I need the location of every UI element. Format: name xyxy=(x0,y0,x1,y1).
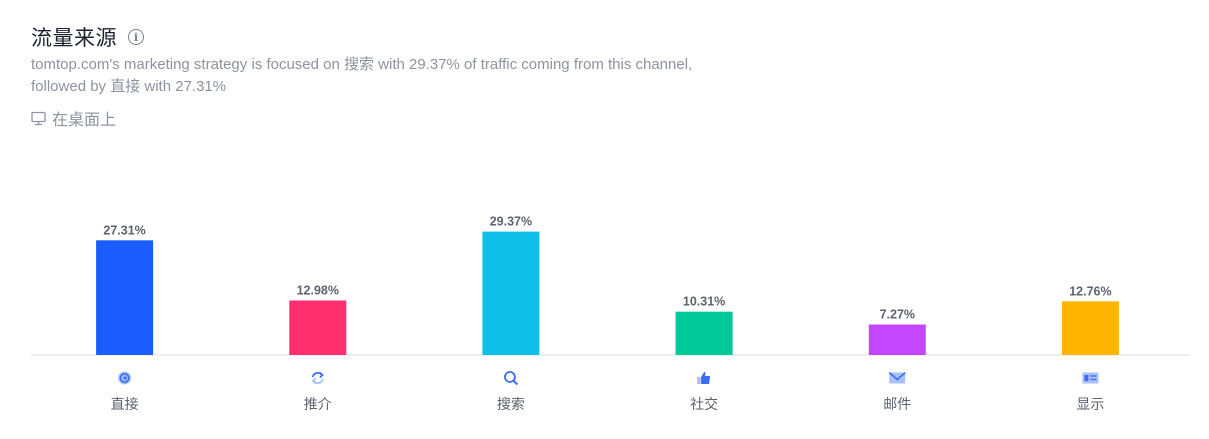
title-row: 流量来源 i xyxy=(31,20,791,54)
display-icon xyxy=(1082,372,1099,384)
category-label: 推介 xyxy=(304,397,332,413)
direct-icon xyxy=(118,371,132,385)
bar-value-label: 12.76% xyxy=(1069,284,1111,298)
category-label: 显示 xyxy=(1076,397,1104,413)
category-label: 邮件 xyxy=(883,397,911,413)
bar-3[interactable] xyxy=(482,231,540,355)
info-icon[interactable]: i xyxy=(128,29,144,45)
page-title: 流量来源 xyxy=(31,26,117,50)
bar-value-label: 29.37% xyxy=(490,215,532,229)
category-label: 搜索 xyxy=(497,396,525,413)
bar-value-label: 12.98% xyxy=(297,284,339,298)
device-filter[interactable]: 在桌面上 xyxy=(31,106,791,130)
bar-1[interactable] xyxy=(96,240,154,355)
mail-icon xyxy=(888,371,906,384)
bar-value-label: 27.31% xyxy=(103,223,145,237)
strategy-description: tomtop.com's marketing strategy is focus… xyxy=(31,54,751,98)
search-icon xyxy=(504,371,519,386)
bar-5[interactable] xyxy=(868,324,926,356)
bar-2[interactable] xyxy=(289,300,347,356)
device-label: 在桌面上 xyxy=(52,110,117,129)
bar-4[interactable] xyxy=(675,311,733,355)
bar-value-label: 10.31% xyxy=(683,295,725,309)
referral-icon xyxy=(311,371,324,385)
category-label: 社交 xyxy=(690,396,718,413)
bar-value-label: 7.27% xyxy=(880,308,915,322)
desktop-icon xyxy=(31,111,46,125)
description-line-1: tomtop.com's marketing strategy is focus… xyxy=(31,56,693,73)
traffic-sources-header: 流量来源 i tomtop.com's marketing strategy i… xyxy=(31,20,791,130)
description-line-2: followed by 直接 with 27.31% xyxy=(31,78,227,95)
social-icon xyxy=(697,372,711,384)
category-label: 直接 xyxy=(111,396,139,413)
bar-6[interactable] xyxy=(1061,301,1119,355)
